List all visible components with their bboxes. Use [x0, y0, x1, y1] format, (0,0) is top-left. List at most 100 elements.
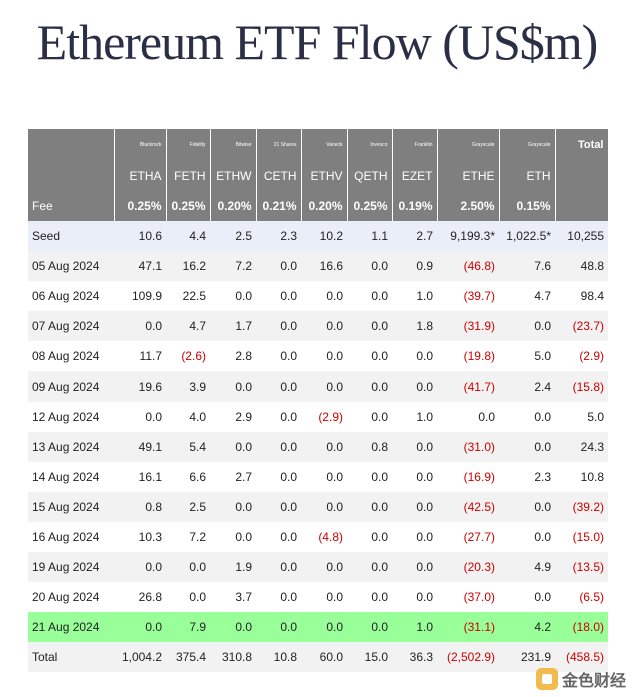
flow-cell: 0.8	[347, 431, 392, 462]
ticker-header: ETHA	[114, 161, 167, 191]
row-label: 08 Aug 2024	[28, 341, 114, 372]
table-row: 09 Aug 2024 19.6 3.9 0.0 0.0 0.0 0.0 0.0 (41.7) 2…	[28, 371, 608, 402]
fee-cell: 2.50%	[437, 191, 500, 221]
flow-cell: (2.9)	[301, 401, 347, 432]
issuer-header: Fidelity	[166, 129, 211, 161]
flow-cell: 0.0	[256, 251, 301, 282]
flow-cell: 4.7	[499, 281, 555, 312]
table-row: 19 Aug 2024 0.0 0.0 1.9 0.0 0.0 0.0 0.0 (20.3) 4.…	[28, 552, 608, 583]
flow-cell: 0.0	[256, 281, 301, 312]
seed-row: Seed 10.6 4.4 2.5 2.3 10.2 1.1 2.7 9,199.3* 1,022…	[28, 221, 608, 252]
flow-cell: 2.3	[499, 461, 555, 492]
row-total-cell: (13.5)	[555, 552, 608, 583]
flow-cell: 0.0	[256, 582, 301, 613]
flow-cell: 1.0	[392, 401, 437, 432]
flow-cell: 60.0	[301, 642, 347, 673]
issuer-header: Bitwise	[210, 129, 257, 161]
ticker-header: ETHW	[210, 161, 257, 191]
flow-cell: 1.9	[210, 552, 256, 583]
total-header: Total	[555, 129, 609, 161]
row-label: 19 Aug 2024	[28, 552, 114, 583]
flow-cell: 0.0	[256, 552, 301, 583]
watermark-text: 金色财经	[561, 673, 626, 690]
flow-cell: (2,502.9)	[437, 642, 499, 673]
flow-cell: 0.0	[114, 552, 166, 583]
flow-cell: 0.0	[301, 281, 347, 312]
row-total-cell: 98.4	[555, 281, 608, 312]
flow-cell: 310.8	[210, 642, 256, 673]
flow-cell: 5.0	[499, 341, 555, 372]
flow-cell: 0.0	[301, 341, 347, 372]
row-label: 13 Aug 2024	[28, 431, 114, 462]
row-total-cell: (23.7)	[555, 311, 608, 342]
header-corner	[28, 129, 115, 161]
fee-cell: 0.21%	[256, 191, 302, 221]
flow-cell: 7.2	[166, 521, 210, 553]
row-total-cell: (2.9)	[555, 341, 608, 372]
row-label: 16 Aug 2024	[28, 521, 114, 553]
etf-flow-table: Blackrock Fidelity Bitwise 21 Shares Vaneck I…	[28, 129, 609, 673]
total-row: Total 1,004.2 375.4 310.8 10.8 60.0 15.0 36.3 (2…	[28, 642, 608, 673]
ticker-header: FETH	[166, 161, 211, 191]
flow-cell: (39.7)	[437, 281, 499, 312]
flow-cell: 7.6	[499, 251, 555, 282]
fee-cell: 0.20%	[210, 191, 257, 221]
flow-cell: 0.0	[347, 521, 392, 553]
flow-cell: (19.8)	[437, 341, 499, 372]
flow-cell: 4.0	[166, 401, 210, 432]
flow-cell: 0.0	[499, 521, 555, 553]
row-label: 09 Aug 2024	[28, 371, 114, 402]
row-total-cell: (15.0)	[555, 521, 608, 553]
flow-cell: 10.3	[114, 521, 166, 553]
flow-cell: 0.0	[166, 552, 210, 583]
flow-cell: 0.0	[392, 491, 437, 522]
fee-cell: 0.25%	[166, 191, 211, 221]
flow-cell: 1.8	[392, 311, 437, 342]
fee-cell: 0.20%	[301, 191, 348, 221]
flow-cell: 0.0	[347, 371, 392, 402]
flow-cell: 0.0	[256, 461, 301, 492]
row-total-cell: 48.8	[555, 251, 608, 282]
flow-cell: (31.9)	[437, 311, 499, 342]
flow-cell: 3.9	[166, 371, 210, 402]
issuer-header-row: Blackrock Fidelity Bitwise 21 Shares Vaneck I…	[28, 129, 609, 161]
flow-cell: 6.6	[166, 461, 210, 492]
flow-cell: 11.7	[114, 341, 166, 372]
goldfinance-logo-icon	[535, 668, 558, 690]
row-label: 21 Aug 2024	[28, 612, 114, 643]
flow-cell: 0.0	[347, 612, 392, 643]
flow-cell: 0.0	[256, 431, 301, 462]
row-total-cell: 10.8	[555, 461, 608, 492]
flow-cell: 5.4	[166, 431, 210, 462]
flow-cell: 0.0	[210, 371, 256, 402]
flow-cell: 16.6	[301, 251, 347, 282]
flow-cell: 7.2	[210, 251, 256, 282]
row-total-cell: 10,255	[555, 221, 608, 252]
header-corner	[28, 161, 115, 191]
flow-cell: 0.0	[256, 612, 301, 643]
fee-cell: 0.19%	[392, 191, 438, 221]
flow-cell: 0.0	[256, 521, 301, 553]
flow-cell: 1.1	[347, 221, 392, 252]
flow-cell: 0.8	[114, 491, 166, 522]
flow-cell: 0.0	[256, 371, 301, 402]
row-total-cell: (6.5)	[555, 582, 608, 613]
flow-cell: 0.0	[301, 612, 347, 643]
fee-cell: 0.25%	[114, 191, 167, 221]
row-total-cell: (15.8)	[555, 371, 608, 402]
flow-cell: 0.0	[392, 341, 437, 372]
flow-cell: 0.0	[347, 552, 392, 583]
flow-cell: 1.7	[210, 311, 256, 342]
flow-cell: 0.0	[301, 491, 347, 522]
flow-cell: 0.0	[256, 341, 301, 372]
table-row: 14 Aug 2024 16.1 6.6 2.7 0.0 0.0 0.0 0.0 (16.9) 2…	[28, 461, 608, 492]
flow-cell: 0.0	[499, 431, 555, 462]
page-title: Ethereum ETF Flow (US$m)	[36, 14, 599, 70]
flow-cell: 0.0	[166, 582, 210, 613]
flow-cell: 0.0	[210, 431, 256, 462]
flow-cell: 0.0	[301, 552, 347, 583]
watermark: 金色财经	[535, 667, 626, 691]
table-row: 13 Aug 2024 49.1 5.4 0.0 0.0 0.0 0.8 0.0 (31.0) 0…	[28, 431, 608, 462]
flow-cell: 26.8	[114, 582, 166, 613]
row-label: 12 Aug 2024	[28, 401, 114, 432]
